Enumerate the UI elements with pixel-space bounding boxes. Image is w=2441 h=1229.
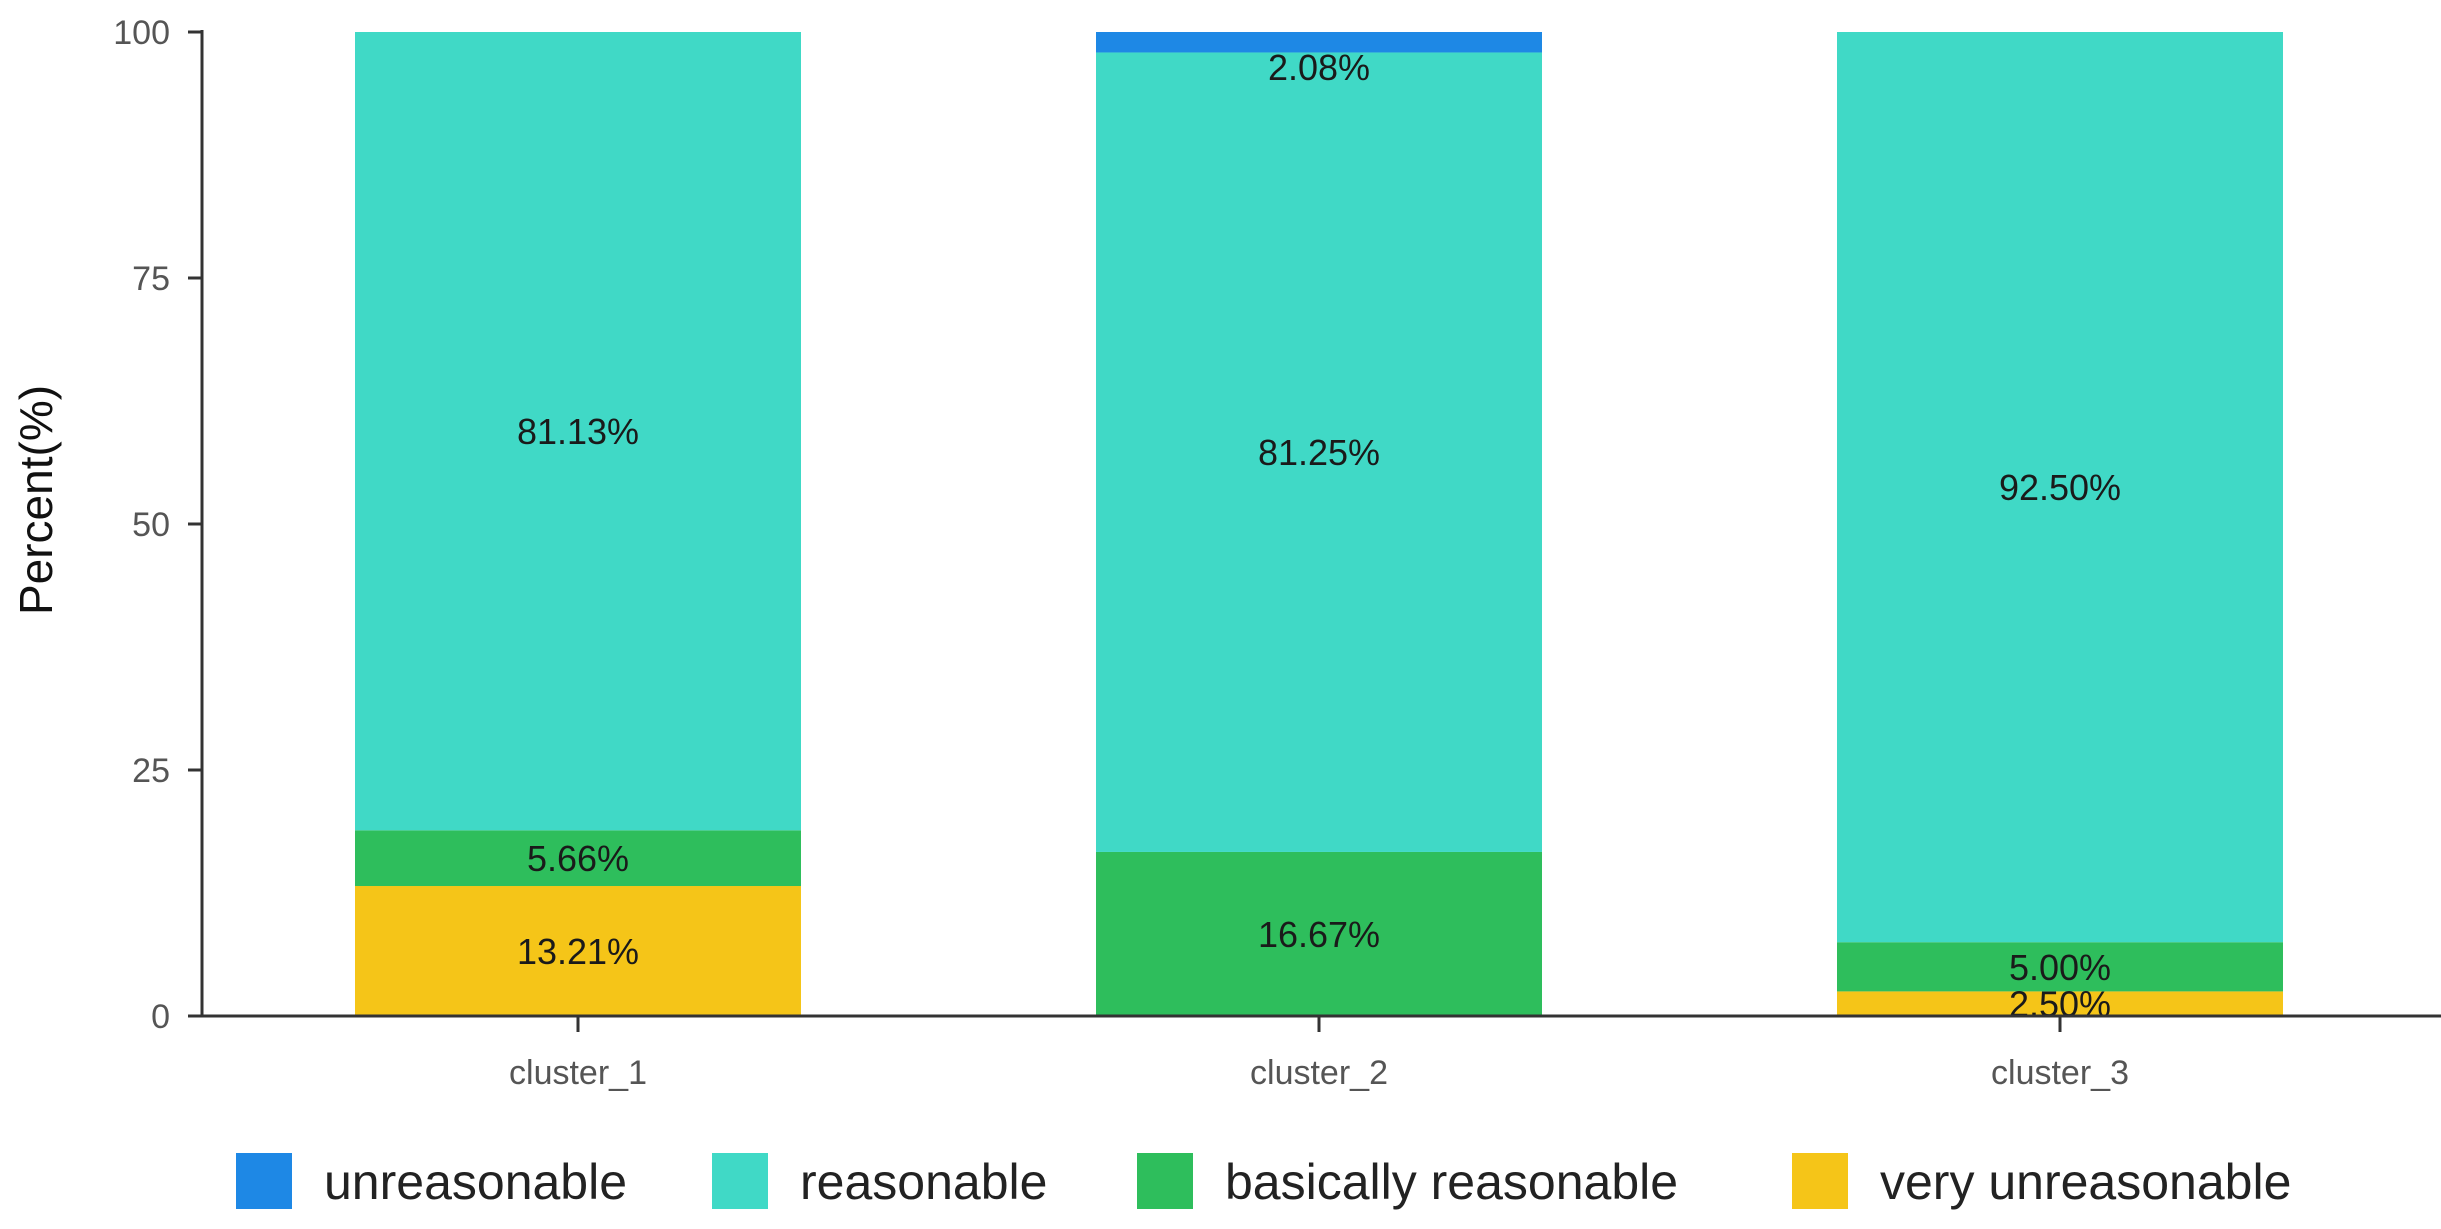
bar-cluster-1-reasonable [355,32,801,831]
legend-label-basically-reasonable: basically reasonable [1225,1154,1678,1210]
data-label-cluster-1-reasonable: 81.13% [517,411,639,452]
bar-cluster-3-very-unreasonable [1837,991,2283,1016]
x-tick-label-cluster-2: cluster_2 [1250,1054,1388,1092]
bar-cluster-3-basically-reasonable [1837,942,2283,992]
data-label-cluster-2-unreasonable: 2.08% [1268,47,1370,88]
legend-label-unreasonable: unreasonable [324,1154,627,1210]
data-label-cluster-3-reasonable: 92.50% [1999,467,2121,508]
y-tick-label: 25 [132,752,170,790]
data-label-cluster-2-reasonable: 81.25% [1258,432,1380,473]
bar-cluster-2-basically-reasonable [1096,851,1542,1016]
legend-swatch-unreasonable [236,1153,292,1209]
x-axis: cluster_1 cluster_2 cluster_3 [202,1014,2441,1092]
y-tick-label: 75 [132,260,170,298]
segment-label-layer: 13.21%5.66%81.13%16.67%81.25%2.08%2.50%5… [517,47,2121,1025]
x-tick-label-cluster-3: cluster_3 [1991,1054,2129,1092]
data-label-cluster-2-basically-reasonable: 16.67% [1258,914,1380,955]
bar-cluster-1-very-unreasonable [355,886,801,1016]
data-label-cluster-3-basically-reasonable: 5.00% [2009,947,2111,988]
legend-swatch-basically-reasonable [1137,1153,1193,1209]
bar-cluster-2-reasonable [1096,52,1542,852]
legend-swatch-very-unreasonable [1792,1153,1848,1209]
y-tick-label: 50 [132,506,170,544]
y-tick-label: 0 [151,998,170,1036]
bar-layer [355,32,2283,1016]
y-axis: 0 25 50 75 100 [113,14,204,1036]
bar-cluster-3-reasonable [1837,32,2283,943]
y-axis-title: Percent(%) [10,385,62,615]
bar-cluster-1-basically-reasonable [355,830,801,887]
data-label-cluster-1-basically-reasonable: 5.66% [527,838,629,879]
legend-swatch-reasonable [712,1153,768,1209]
y-tick-label: 100 [113,14,170,52]
data-label-cluster-1-very-unreasonable: 13.21% [517,931,639,972]
legend: unreasonable reasonable basically reasonab… [236,1153,2291,1210]
x-tick-label-cluster-1: cluster_1 [509,1054,647,1092]
legend-label-reasonable: reasonable [800,1154,1047,1210]
bar-cluster-2-unreasonable [1096,32,1542,53]
legend-label-very-unreasonable: very unreasonable [1880,1154,2291,1210]
